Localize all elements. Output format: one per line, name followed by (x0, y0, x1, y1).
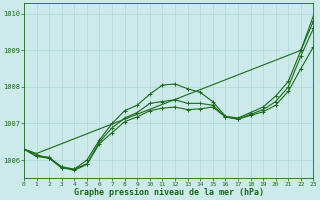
X-axis label: Graphe pression niveau de la mer (hPa): Graphe pression niveau de la mer (hPa) (74, 188, 264, 197)
